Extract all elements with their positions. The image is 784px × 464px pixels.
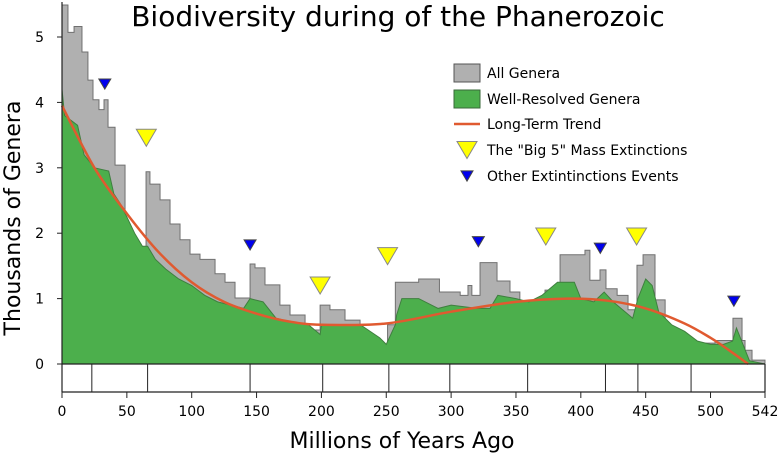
x-tick-label: 200	[308, 404, 335, 420]
x-tick-label: 450	[632, 404, 659, 420]
x-tick-label: 0	[58, 404, 67, 420]
big5-extinction-marker	[309, 276, 331, 296]
x-tick-label: 400	[567, 404, 594, 420]
x-tick-label: 350	[503, 404, 530, 420]
other-extinction-marker	[243, 239, 257, 252]
x-tick-label: 500	[697, 404, 724, 420]
x-tick-label: 542	[752, 404, 779, 420]
legend: All Genera Well-Resolved Genera Long-Term …	[453, 63, 687, 185]
legend-swatch-big5	[456, 141, 478, 160]
legend-swatch-well-resolved	[453, 89, 481, 109]
x-tick-label: 100	[178, 404, 205, 420]
y-tick-label: 4	[35, 95, 44, 111]
legend-label: All Genera	[487, 66, 560, 82]
legend-swatch-other	[460, 170, 474, 183]
chart-title: Biodiversity during of the Phanerozoic	[131, 0, 665, 33]
x-axis-label: Millions of Years Ago	[290, 429, 515, 454]
other-extinction-marker	[97, 78, 112, 91]
legend-label: Other Extintinctions Events	[487, 169, 679, 185]
other-extinction-marker	[471, 236, 486, 248]
long-term-trend-line	[60, 105, 749, 366]
big5-extinction-marker	[376, 247, 399, 266]
y-tick-label: 0	[35, 357, 44, 373]
x-tick-label: 50	[118, 404, 136, 420]
legend-swatch-all-genera	[453, 63, 481, 83]
legend-label: Well-Resolved Genera	[487, 92, 640, 108]
other-extinction-marker	[726, 295, 741, 308]
y-axis-label: Thousands of Genera	[1, 101, 26, 337]
other-extinction-marker	[593, 242, 608, 255]
x-tick-label: 150	[243, 404, 270, 420]
y-tick-label: 1	[35, 292, 44, 308]
well-resolved-genera-area	[61, 89, 766, 365]
big5-extinction-marker	[534, 227, 557, 246]
y-tick-label: 5	[35, 30, 44, 46]
x-tick-label: 250	[373, 404, 400, 420]
x-tick-label: 300	[438, 404, 465, 420]
y-tick-label: 3	[35, 161, 44, 177]
big5-extinction-marker	[135, 128, 158, 148]
plot-area: 0 50 100 150 200 250 300 350 400 450 500 542 0 1 2 3 4 5	[35, 2, 778, 420]
legend-label: Long-Term Trend	[487, 117, 601, 133]
y-tick-label: 2	[35, 226, 44, 242]
big5-extinction-marker	[625, 227, 648, 246]
legend-label: The "Big 5" Mass Extinctions	[486, 143, 687, 159]
